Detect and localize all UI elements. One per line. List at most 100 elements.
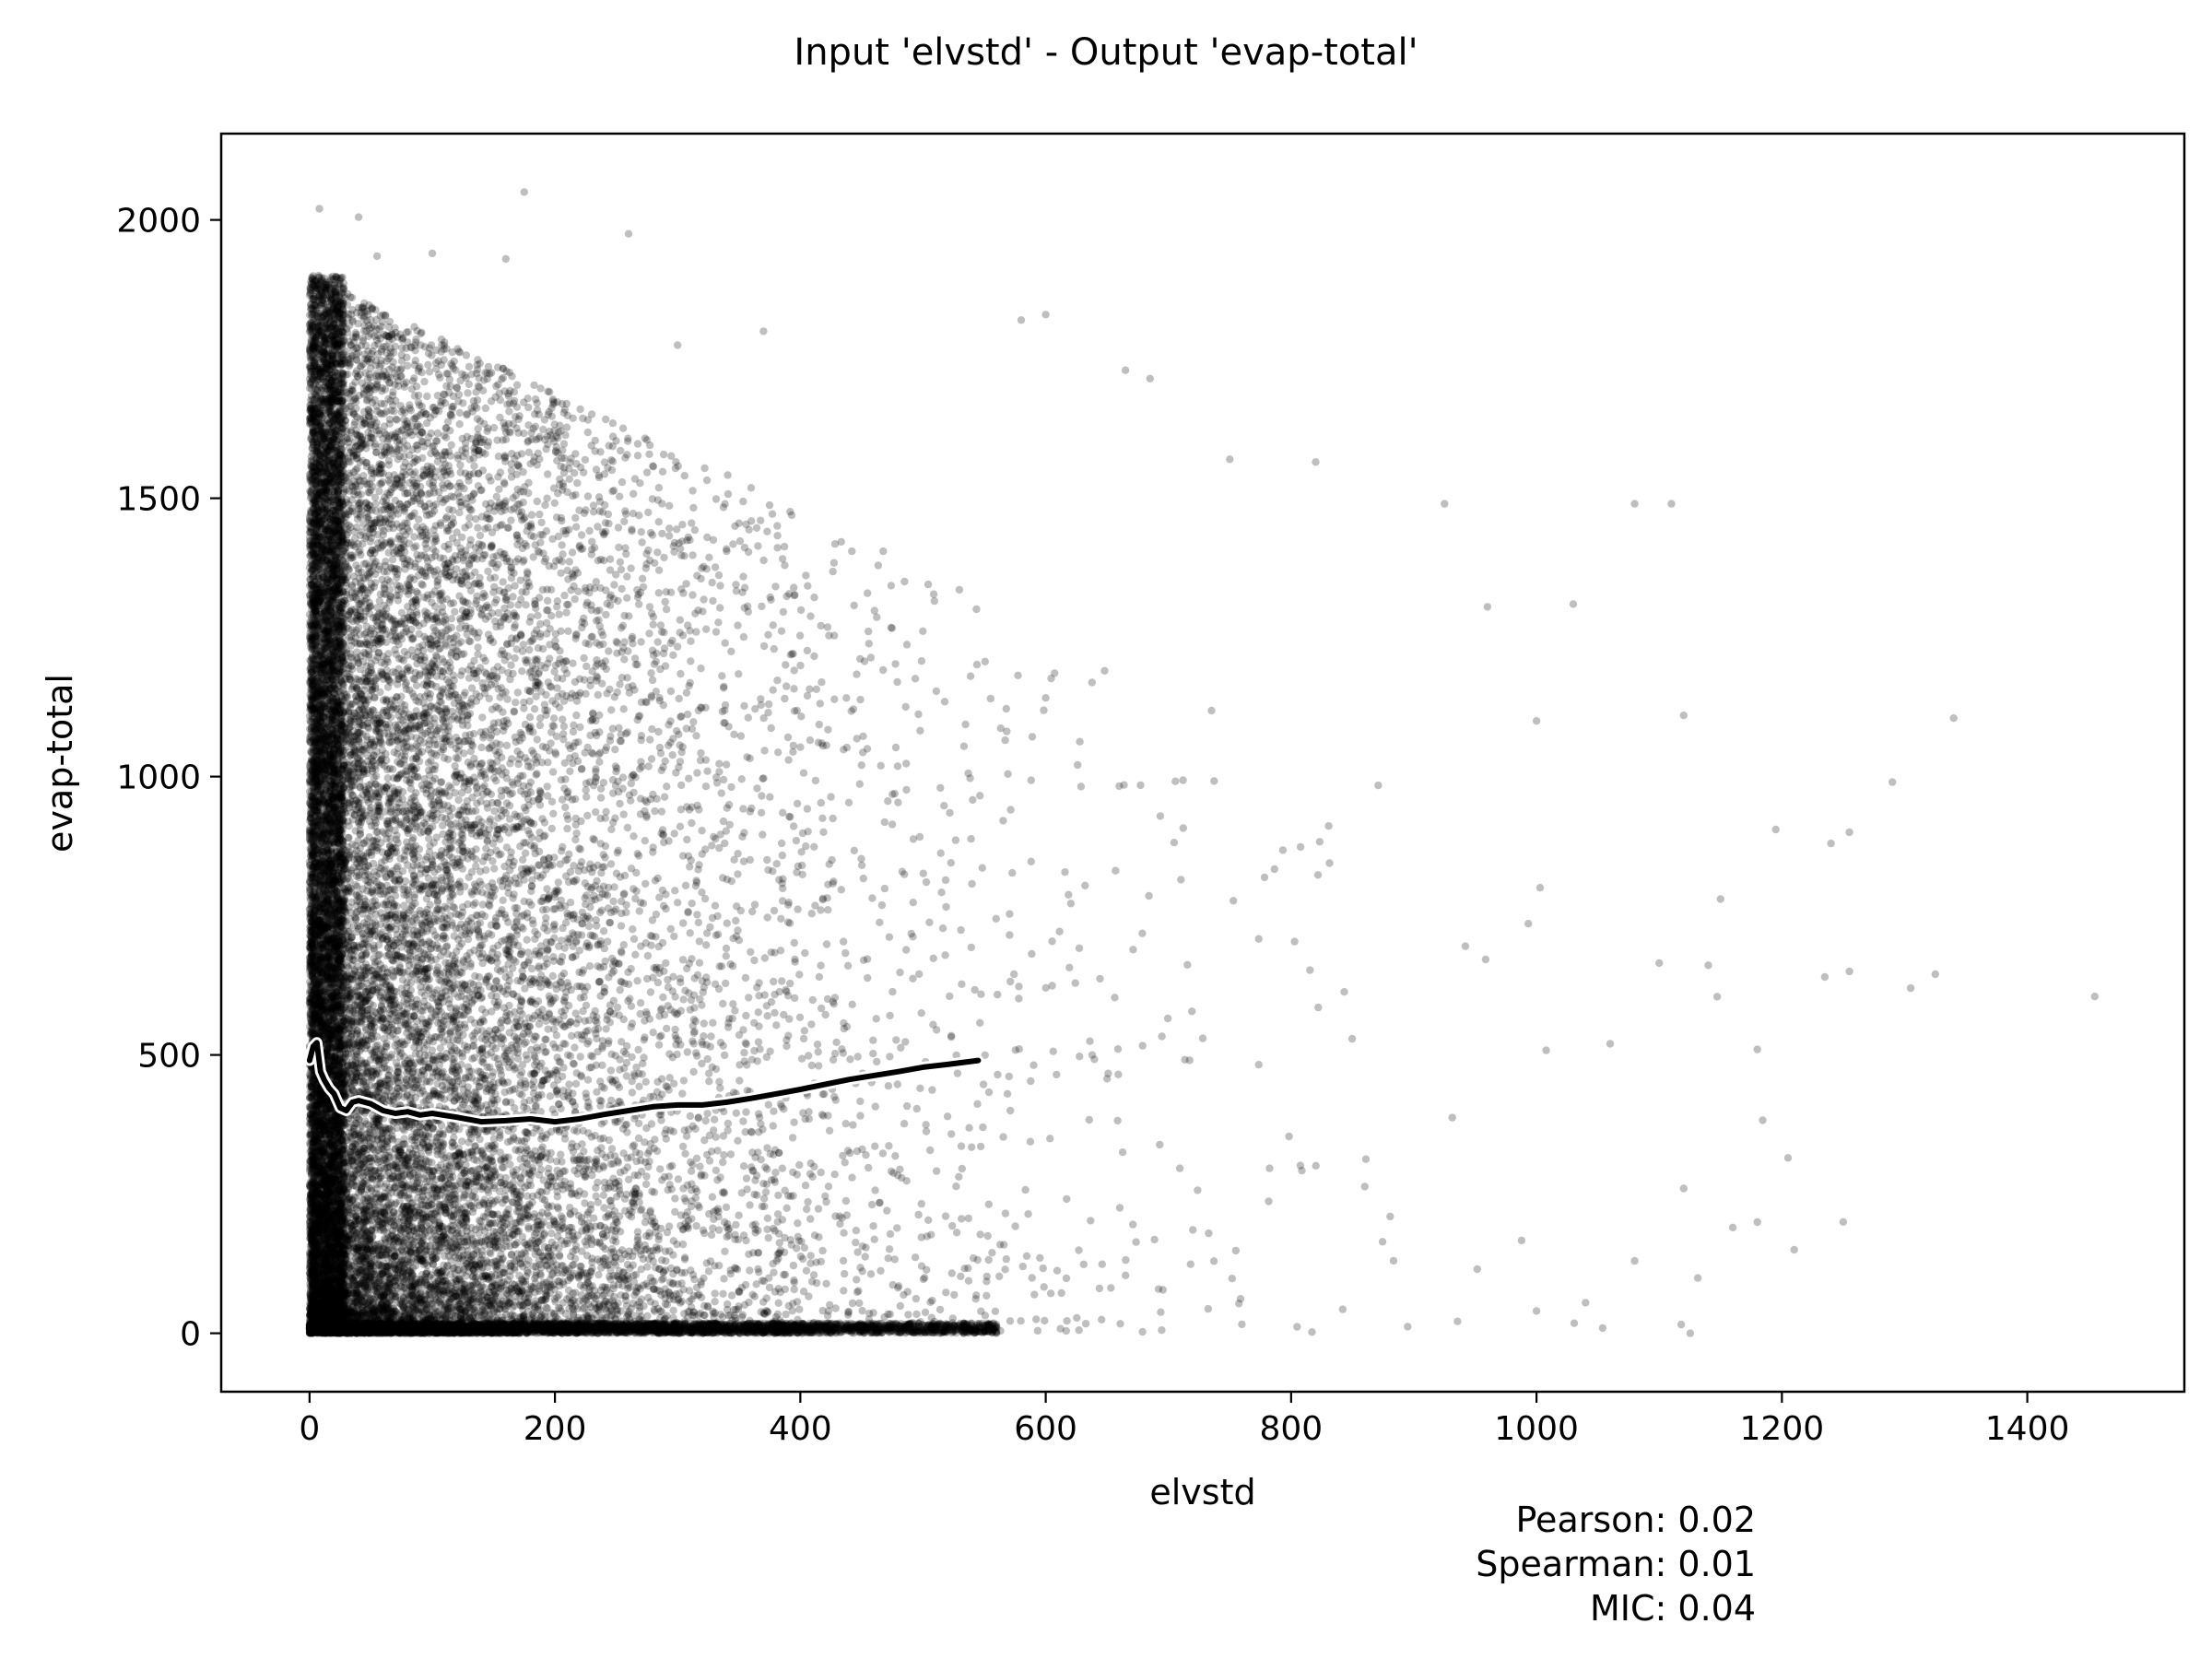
scatter-point xyxy=(753,524,760,532)
scatter-point xyxy=(474,643,481,651)
scatter-point xyxy=(512,654,519,662)
scatter-point xyxy=(1687,1329,1694,1336)
scatter-point xyxy=(791,1286,798,1293)
scatter-point xyxy=(727,783,735,791)
scatter-point xyxy=(696,959,703,967)
scatter-point xyxy=(616,1055,623,1063)
scatter-point xyxy=(784,734,792,741)
scatter-point xyxy=(1139,1041,1147,1049)
scatter-point xyxy=(560,970,568,977)
scatter-point xyxy=(715,768,723,775)
scatter-point xyxy=(561,804,569,811)
scatter-point xyxy=(477,919,484,926)
scatter-point xyxy=(623,572,630,580)
scatter-point xyxy=(725,801,733,808)
scatter-point xyxy=(691,1125,699,1133)
scatter-point xyxy=(902,946,910,953)
scatter-point xyxy=(959,1165,966,1172)
scatter-point xyxy=(1340,988,1347,995)
scatter-point xyxy=(848,1174,855,1182)
scatter-point xyxy=(634,850,641,857)
scatter-point xyxy=(927,1231,935,1239)
scatter-point xyxy=(1107,1284,1114,1291)
scatter-point xyxy=(916,727,924,735)
scatter-point xyxy=(731,1006,738,1014)
scatter-point xyxy=(915,971,923,978)
scatter-point xyxy=(721,1052,728,1059)
scatter-point xyxy=(677,713,684,721)
scatter-point xyxy=(650,1029,657,1036)
scatter-point xyxy=(742,1012,749,1019)
scatter-point xyxy=(748,1128,756,1135)
scatter-point xyxy=(594,617,602,624)
scatter-point xyxy=(973,1100,981,1108)
scatter-point xyxy=(912,1253,919,1261)
scatter-point xyxy=(378,400,385,407)
scatter-point xyxy=(972,606,980,613)
scatter-point xyxy=(507,662,514,669)
scatter-point xyxy=(658,807,665,815)
scatter-point xyxy=(620,518,628,525)
scatter-point xyxy=(946,993,953,1000)
scatter-point xyxy=(843,1211,851,1218)
scatter-point xyxy=(881,818,888,826)
scatter-point xyxy=(1536,884,1544,891)
scatter-point xyxy=(721,1248,728,1255)
scatter-point xyxy=(919,628,926,635)
scatter-point xyxy=(1279,846,1287,853)
scatter-point xyxy=(922,1121,929,1128)
scatter-point xyxy=(520,641,527,648)
scatter-point xyxy=(1265,1197,1272,1205)
scatter-point xyxy=(1524,920,1532,927)
scatter-point xyxy=(984,1232,992,1240)
scatter-point xyxy=(563,811,571,818)
scatter-point xyxy=(700,1019,708,1027)
scatter-point xyxy=(1150,1236,1158,1243)
scatter-point xyxy=(580,654,587,662)
scatter-point xyxy=(1041,1317,1048,1324)
scatter-point xyxy=(647,988,654,995)
scatter-point xyxy=(1003,1255,1010,1263)
scatter-point xyxy=(595,759,603,766)
scatter-point xyxy=(645,451,653,458)
scatter-point xyxy=(675,1175,682,1182)
scatter-point xyxy=(1271,865,1278,873)
scatter-point xyxy=(686,863,693,870)
scatter-point xyxy=(577,1053,584,1060)
scatter-point xyxy=(865,1164,872,1171)
scatter-point xyxy=(688,487,696,494)
scatter-point xyxy=(941,698,948,705)
scatter-point xyxy=(708,1231,715,1239)
scatter-point xyxy=(696,937,703,945)
scatter-point xyxy=(565,1080,572,1088)
scatter-point xyxy=(1011,1222,1018,1230)
scatter-point xyxy=(779,809,786,817)
scatter-point xyxy=(487,1250,494,1257)
scatter-point xyxy=(654,1236,662,1243)
scatter-point xyxy=(764,913,771,921)
scatter-point xyxy=(687,657,694,665)
scatter-point xyxy=(1017,1317,1024,1324)
scatter-point xyxy=(812,777,819,784)
scatter-point xyxy=(569,1262,576,1269)
scatter-point xyxy=(755,1038,762,1045)
scatter-point xyxy=(765,1101,772,1109)
scatter-point xyxy=(596,815,604,822)
scatter-point xyxy=(492,382,500,390)
scatter-point xyxy=(528,511,535,518)
scatter-point xyxy=(614,1004,621,1011)
scatter-point xyxy=(1111,994,1118,1001)
scatter-point xyxy=(543,495,550,502)
scatter-point xyxy=(549,1106,557,1113)
scatter-point xyxy=(961,721,969,728)
scatter-point xyxy=(839,1152,846,1159)
scatter-point xyxy=(810,1271,818,1278)
scatter-point xyxy=(708,841,715,849)
scatter-point xyxy=(965,1277,972,1285)
scatter-point xyxy=(407,785,415,793)
scatter-point xyxy=(851,847,858,854)
scatter-point xyxy=(644,1150,652,1158)
scatter-point xyxy=(742,1128,749,1135)
scatter-point xyxy=(727,1150,735,1158)
scatter-point xyxy=(1030,1290,1038,1298)
